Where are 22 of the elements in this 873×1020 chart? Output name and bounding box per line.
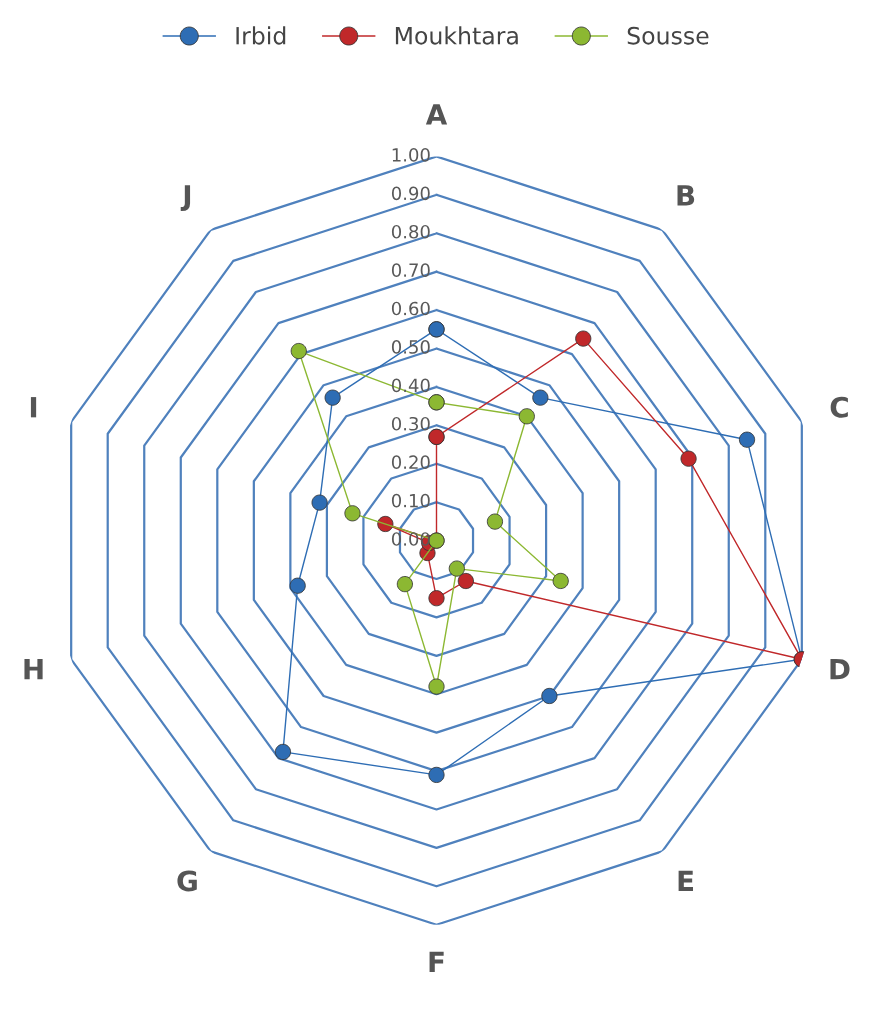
spoke-label: J xyxy=(180,185,191,212)
y-tick-label: 0.40 xyxy=(391,378,430,393)
y-tick-label: 0.60 xyxy=(391,301,430,316)
spoke-label: B xyxy=(677,185,695,206)
spoke-label: I xyxy=(30,397,37,418)
y-tick-label: 0.30 xyxy=(391,416,430,431)
y-tick-label: 0.80 xyxy=(391,224,430,239)
legend-label: Moukhtara xyxy=(395,26,518,45)
spoke-label: D xyxy=(830,658,850,680)
spoke-label: A xyxy=(425,104,448,125)
legend-label: Sousse xyxy=(627,26,709,45)
y-tick-label: 1.00 xyxy=(392,148,430,162)
spoke-label: G xyxy=(177,870,197,892)
spoke-label: F xyxy=(429,951,444,972)
spoke-label: E xyxy=(678,870,693,892)
y-tick-label: 0.10 xyxy=(391,493,430,508)
spoke-label: H xyxy=(24,658,43,680)
y-tick-label: 0.70 xyxy=(391,263,430,277)
y-tick-label: 0.20 xyxy=(391,455,430,470)
legend-label: Irbid xyxy=(236,26,286,45)
y-tick-label: 0.90 xyxy=(391,186,430,201)
spoke-label: C xyxy=(830,396,848,418)
